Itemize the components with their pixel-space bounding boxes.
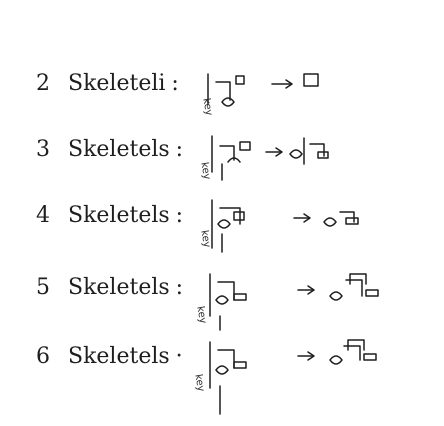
row-3-sketch [211, 135, 329, 181]
row-word: Skeletels [68, 344, 170, 369]
row-number: 5 [36, 275, 50, 300]
row-word: Skeletels [68, 203, 170, 228]
row-6-label: 6 Skeletels · [36, 346, 183, 368]
row-number: 2 [36, 71, 50, 96]
row-number: 3 [36, 137, 50, 162]
row-colon: : [175, 137, 184, 162]
row-word: Skeleteli [68, 71, 166, 96]
row-4-label: 4 Skeletels: [36, 205, 183, 227]
row-4-sketch [211, 199, 359, 253]
row-colon: : [175, 203, 184, 228]
row-2-label: 2 Skeleteli: [36, 73, 179, 95]
row-6-sketch [209, 339, 377, 415]
row-5-label: 5 Skeletels: [36, 277, 183, 299]
row-word: Skeletels [68, 275, 170, 300]
row-colon: : [175, 275, 184, 300]
row-3-label: 3 Skeletels: [36, 139, 183, 161]
row-2-sketch [207, 73, 319, 107]
row-5-sketch [209, 273, 379, 331]
row-word: Skeletels [68, 137, 170, 162]
row-colon: · [175, 344, 183, 369]
row-number: 4 [36, 203, 50, 228]
row-colon: : [171, 71, 179, 96]
row-number: 6 [36, 344, 50, 369]
